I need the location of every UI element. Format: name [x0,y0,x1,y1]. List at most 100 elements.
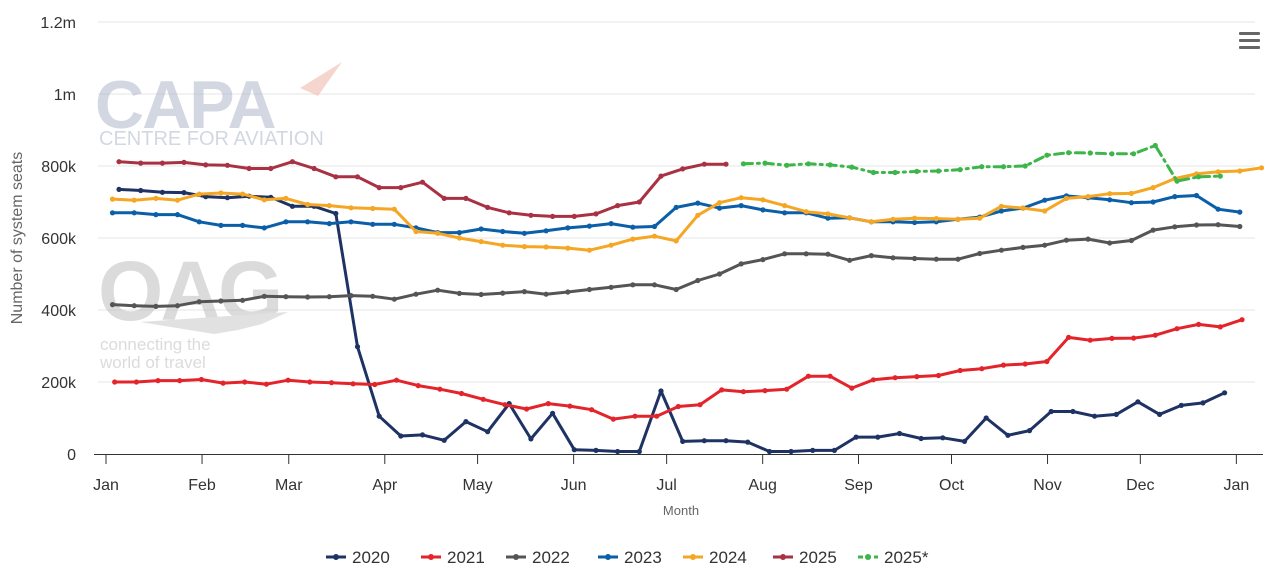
data-point [632,413,638,419]
data-point [825,215,831,221]
data-point [376,185,382,191]
data-point [456,230,462,236]
oag-watermark: OAG connecting the world of travel [98,244,288,372]
legend-marker [690,554,696,560]
gridlines [98,21,1255,383]
data-point [153,303,159,309]
data-point [354,174,361,180]
legend-item-2024: 2024 [683,548,747,567]
data-point [391,221,397,227]
data-point [545,401,551,407]
y-tick-label: 1.2m [40,15,76,32]
data-point [892,169,898,176]
data-point [738,261,744,267]
data-point [393,377,400,383]
data-point [1063,195,1069,201]
data-point [738,203,744,209]
data-point [977,250,983,257]
data-point [174,197,181,203]
data-point [589,407,595,413]
data-point [608,221,614,227]
data-point [196,191,202,197]
data-point [1200,400,1206,406]
data-point [961,438,968,444]
data-point [695,200,701,206]
data-point [524,406,530,412]
data-point [348,293,354,299]
data-point [478,226,484,232]
data-point [593,211,599,217]
chart-menu-button[interactable] [1232,28,1266,56]
data-point [1063,237,1069,243]
data-point [1196,174,1202,180]
data-point [456,290,462,296]
data-point [500,242,506,248]
data-point [782,203,788,209]
data-point [610,416,616,422]
series-2024 [109,165,1265,253]
data-point [1152,332,1158,338]
x-tick-label: Feb [188,477,216,494]
data-point [528,436,534,442]
data-point [615,448,621,455]
data-point [680,166,686,172]
y-tick-label: 200k [41,375,77,392]
data-point [333,174,339,180]
data-point [1237,223,1243,230]
series-2025* [740,142,1223,184]
data-point [1042,208,1048,214]
legend-item-2023: 2023 [598,548,662,567]
x-tick-label: Jan [1223,477,1249,494]
data-point [782,251,788,257]
data-point [398,433,404,439]
data-point [1172,194,1178,200]
data-point [630,224,636,230]
data-point [673,286,679,293]
data-point [174,212,181,218]
data-point [220,380,226,386]
data-point [658,173,664,179]
data-point [528,212,534,218]
data-point [350,381,356,387]
data-point [131,303,137,309]
legend-marker [605,554,611,560]
plane-icon [140,312,288,334]
x-tick-label: Aug [748,477,776,494]
data-point [138,160,144,166]
data-point [1237,209,1243,215]
data-point [1152,142,1158,149]
data-point [701,438,707,444]
data-point [979,366,985,372]
data-point [218,190,224,196]
data-point [261,225,267,231]
legend-marker [780,554,786,560]
data-point [203,162,209,168]
data-point [825,251,831,257]
x-tick-label: Apr [372,477,398,494]
legend-label: 2021 [447,548,485,567]
data-point [333,210,339,217]
data-point [565,289,571,295]
data-point [875,434,881,440]
data-point [413,228,419,235]
data-point [109,302,116,308]
legend-label: 2023 [624,548,662,567]
data-point [803,251,809,257]
data-point [224,195,230,201]
data-point [441,195,447,201]
data-point [246,165,252,172]
hamburger-menu-icon [1239,32,1260,49]
data-point [673,238,679,244]
data-point [998,208,1005,214]
data-point [1000,164,1007,170]
data-point [305,201,311,208]
data-point [181,190,187,196]
legend-label: 2024 [709,548,747,567]
data-point [109,210,116,216]
data-point [437,386,443,392]
data-point [1070,408,1076,415]
data-point [500,290,506,296]
data-point [521,230,528,236]
data-point [543,291,549,297]
data-point [912,215,918,221]
